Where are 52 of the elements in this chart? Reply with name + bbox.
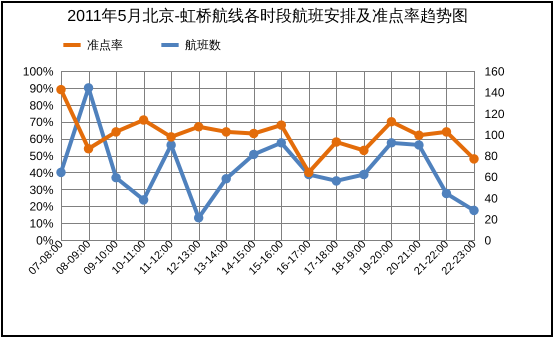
y2-tick-label: 160 [484,64,505,78]
point [442,188,452,198]
y-tick-label: 20% [29,200,54,214]
point [221,174,231,184]
point [359,146,369,156]
point [386,116,396,126]
point [166,132,176,142]
point [276,138,286,148]
legend-label: 航班数 [185,38,221,52]
y-tick-label: 60% [29,132,54,146]
point [332,137,342,147]
point [138,195,148,205]
point [386,138,396,148]
point [414,130,424,140]
point [248,150,258,160]
point [111,172,121,182]
y-tick-label: 70% [29,115,54,130]
point [332,176,342,186]
point [469,154,479,164]
point [414,140,424,150]
y-tick-label: 10% [29,216,54,231]
y2-tick-label: 80 [484,149,498,163]
point [166,140,176,150]
legend-label: 准点率 [87,38,123,52]
y2-tick-label: 100 [484,128,505,142]
point [221,127,231,137]
y2-tick-label: 0 [484,234,492,248]
y2-tick-label: 140 [484,86,505,100]
y2-tick-label: 60 [484,170,498,184]
y2-tick-label: 20 [484,212,498,226]
y-tick-label: 40% [29,166,54,180]
y-tick-label: 30% [29,182,54,197]
y-tick-label: 50% [29,149,54,163]
point [138,115,148,125]
point [56,168,66,178]
y2-tick-label: 40 [484,191,498,206]
y-tick-label: 80% [29,98,54,112]
y-tick-label: 100% [22,64,54,78]
point [248,128,258,138]
point [84,83,94,93]
point [56,84,66,94]
point [84,144,94,154]
chart-title: 2011年5月北京-虹桥航线各时段航班安排及准点率趋势图 [67,7,468,25]
point [194,213,204,223]
y2-tick-label: 120 [484,106,505,121]
point [111,127,121,137]
point [469,206,479,216]
point [276,120,286,130]
point [442,127,452,137]
y-tick-label: 90% [29,81,54,96]
point [359,170,369,180]
point [194,122,204,132]
